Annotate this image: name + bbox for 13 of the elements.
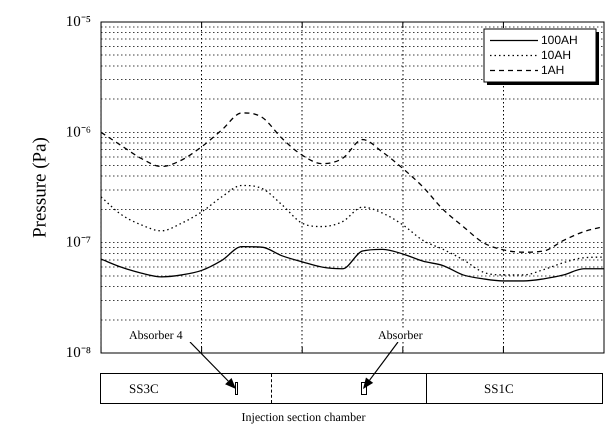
y-tick-label: 10⁻⁷ — [66, 234, 92, 251]
x-axis-title: Injection section chamber — [240, 410, 366, 425]
y-tick-label: 10⁻⁵ — [66, 14, 92, 30]
y-tick-label: 10⁻⁶ — [66, 124, 92, 140]
legend-label: 1AH — [541, 62, 564, 77]
annotation: Absorber — [377, 328, 424, 342]
legend-label: 10AH — [541, 48, 572, 62]
y-axis-title: Pressure (Pa) — [29, 137, 50, 238]
annotation: Absorber 4 — [128, 328, 184, 342]
text: SS3C — [128, 381, 160, 396]
y-tick-label: 10⁻⁸ — [66, 344, 92, 361]
legend-label: 100AH — [541, 32, 578, 47]
text: SS1C — [483, 381, 515, 396]
